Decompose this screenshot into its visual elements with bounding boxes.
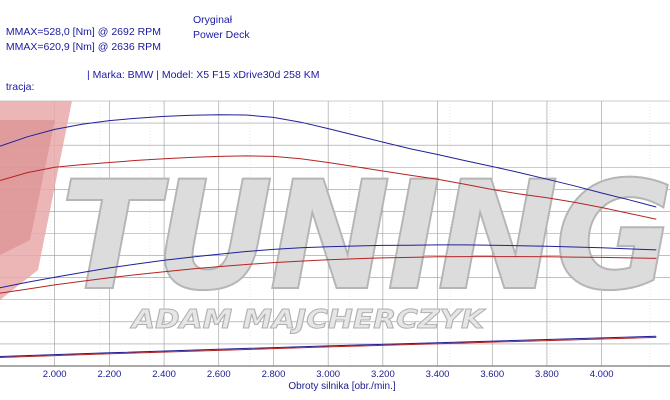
x-tick-label: 3.400 [426,369,450,380]
series-line-power [0,244,657,289]
x-tick-label: 3.000 [316,369,340,380]
legend-value: MMAX=528,0 [Nm] @ 2692 RPM [5,26,161,38]
series-line-loss [0,335,657,357]
series-line-torque [0,114,657,208]
series-line-torque [0,155,657,220]
logo-red-shape [0,120,55,255]
watermark-author: ADAM MAJCHERCZYK [130,305,486,335]
legend-entry-oryginal: MMAX=528,0 [Nm] @ 2692 RPM Oryginał [0,14,232,50]
x-axis-ticks: 2.000 2.200 2.400 2.600 2.800 3.000 3.200 3.400… [43,369,614,380]
legend-series-name: Oryginał [193,14,233,26]
registration-label: tracja: [5,81,35,93]
x-tick-label: 3.200 [371,369,395,380]
legend-series-name: Power Deck [193,29,250,41]
legend-entry-power-deck: MMAX=620,9 [Nm] @ 2636 RPM Power Deck [0,29,250,65]
x-axis-label: Obroty silnika [obr./min.] [288,381,395,392]
x-tick-label: 3.800 [535,369,559,380]
x-tick-label: 3.600 [480,369,504,380]
series-line-loss [0,336,657,358]
vehicle-info: tracja: | Marka: BMW | Model: X5 F15 xDr… [0,69,320,105]
x-tick-label: 2.200 [97,369,121,380]
legend-value: MMAX=620,9 [Nm] @ 2636 RPM [5,41,161,53]
chart-series [0,114,670,367]
x-tick-label: 2.000 [43,369,67,380]
x-tick-label: 2.400 [152,369,176,380]
x-tick-label: 2.800 [262,369,286,380]
series-line-power [0,256,657,294]
x-tick-label: 2.600 [207,369,231,380]
watermark-brand: TUNING [60,150,670,324]
vehicle-model: | Marka: BMW | Model: X5 F15 xDrive30d 2… [87,69,320,81]
x-tick-label: 4.000 [590,369,614,380]
